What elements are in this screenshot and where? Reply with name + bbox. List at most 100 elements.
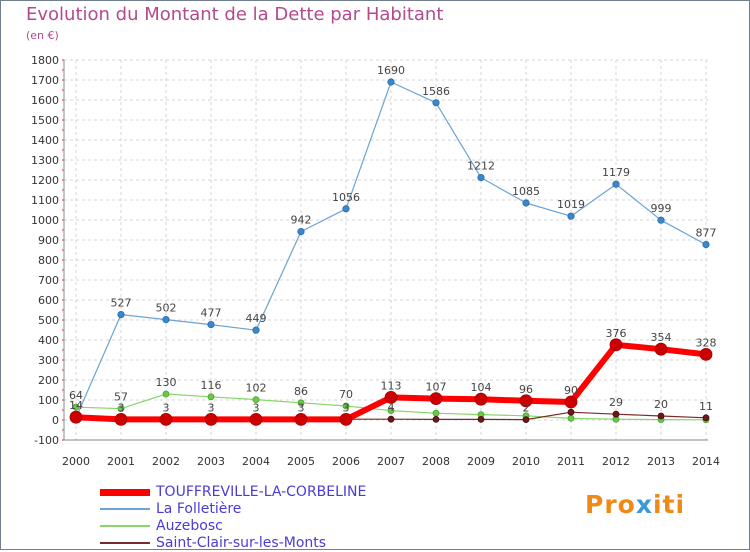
plot-area [64, 60, 708, 440]
data-point [702, 414, 710, 422]
x-tick-label: 2005 [287, 455, 315, 468]
x-tick-label: 2003 [197, 455, 225, 468]
data-point [612, 410, 620, 418]
legend-swatch [100, 508, 150, 510]
data-label: 999 [651, 202, 672, 215]
axis-layer: -100 0 100 200 300 400 500 600 700 800 900 1000 1100… [31, 54, 720, 468]
data-label: 90 [564, 384, 578, 397]
data-point [249, 412, 263, 426]
x-tick-label: 2004 [242, 455, 270, 468]
y-tick-label: 1300 [31, 154, 59, 167]
data-point [72, 403, 80, 411]
data-label: 477 [201, 307, 222, 320]
data-label: 57 [114, 391, 128, 404]
data-label: 1056 [332, 191, 360, 204]
y-tick-label: 1100 [31, 194, 59, 207]
legend-swatch [100, 488, 150, 496]
y-tick-label: 1500 [31, 114, 59, 127]
data-label: 1019 [557, 198, 585, 211]
legend-label: Auzebosc [156, 518, 223, 534]
data-label: 3 [118, 401, 125, 414]
y-tick-label: 500 [38, 314, 59, 327]
y-tick-label: 1200 [31, 174, 59, 187]
data-point [609, 338, 623, 352]
data-point [297, 399, 305, 407]
y-tick-label: 100 [38, 394, 59, 407]
x-tick-label: 2011 [557, 455, 585, 468]
data-label: 20 [654, 398, 668, 411]
data-point [474, 392, 488, 406]
data-label: 14 [69, 399, 83, 412]
data-label: 328 [696, 336, 717, 349]
data-point [699, 347, 713, 361]
data-label: 877 [696, 227, 717, 240]
x-tick-label: 2006 [332, 455, 360, 468]
data-point [477, 415, 485, 423]
data-label: 2 [523, 402, 530, 415]
data-point [477, 174, 485, 182]
data-label: 376 [606, 327, 627, 340]
data-label: 86 [294, 385, 308, 398]
data-label: 70 [339, 388, 353, 401]
data-label: 3 [343, 401, 350, 414]
legend-label: Saint-Clair-sur-les-Monts [156, 535, 327, 551]
data-point [297, 228, 305, 236]
x-tick-label: 2000 [62, 455, 90, 468]
data-point [567, 212, 575, 220]
data-point [522, 199, 530, 207]
y-tick-label: 1700 [31, 74, 59, 87]
data-point [654, 342, 668, 356]
logo-part-iti: iti [652, 490, 686, 519]
proxiti-logo: Proxiti [585, 490, 685, 519]
data-point [207, 320, 215, 329]
data-point [162, 315, 170, 324]
data-point [567, 408, 575, 416]
data-point [612, 180, 620, 188]
data-label: 96 [519, 383, 533, 396]
data-label: 107 [426, 381, 447, 394]
data-label: 527 [111, 297, 132, 310]
data-point [387, 78, 395, 86]
data-label: 942 [291, 214, 312, 227]
data-point [342, 402, 350, 410]
data-label: 354 [651, 331, 672, 344]
data-point [117, 310, 125, 319]
chart-unit: (en €) [26, 29, 59, 42]
x-tick-label: 2001 [107, 455, 135, 468]
x-tick-label: 2007 [377, 455, 405, 468]
data-point [567, 414, 575, 422]
data-label: 1085 [512, 185, 540, 198]
data-label: 3 [208, 401, 215, 414]
data-label: 3 [163, 401, 170, 414]
y-tick-label: 1000 [31, 214, 59, 227]
y-tick-label: 700 [38, 274, 59, 287]
legend-label: TOUFFREVILLE-LA-CORBELINE [156, 484, 367, 500]
series-layer [69, 78, 713, 426]
data-point [432, 415, 440, 423]
data-point [69, 410, 83, 424]
legend-swatch [100, 525, 150, 527]
data-label: 1212 [467, 160, 495, 173]
data-point [339, 412, 353, 426]
data-label: 3 [253, 401, 260, 414]
y-tick-label: 300 [38, 354, 59, 367]
y-tick-label: 600 [38, 294, 59, 307]
logo-part-x: x [635, 490, 653, 519]
x-tick-label: 2002 [152, 455, 180, 468]
y-tick-label: 1800 [31, 54, 59, 67]
data-point [162, 390, 170, 398]
data-point [702, 241, 710, 249]
legend-label: La Folletière [156, 501, 242, 517]
x-tick-label: 2009 [467, 455, 495, 468]
data-label: 1586 [422, 85, 450, 98]
data-label: 102 [246, 382, 267, 395]
y-tick-label: 800 [38, 254, 59, 267]
data-label: 3 [298, 401, 305, 414]
data-point [204, 412, 218, 426]
y-tick-label: 1400 [31, 134, 59, 147]
data-point [657, 412, 665, 420]
data-point [159, 412, 173, 426]
data-point [432, 409, 440, 417]
data-point [564, 395, 578, 409]
